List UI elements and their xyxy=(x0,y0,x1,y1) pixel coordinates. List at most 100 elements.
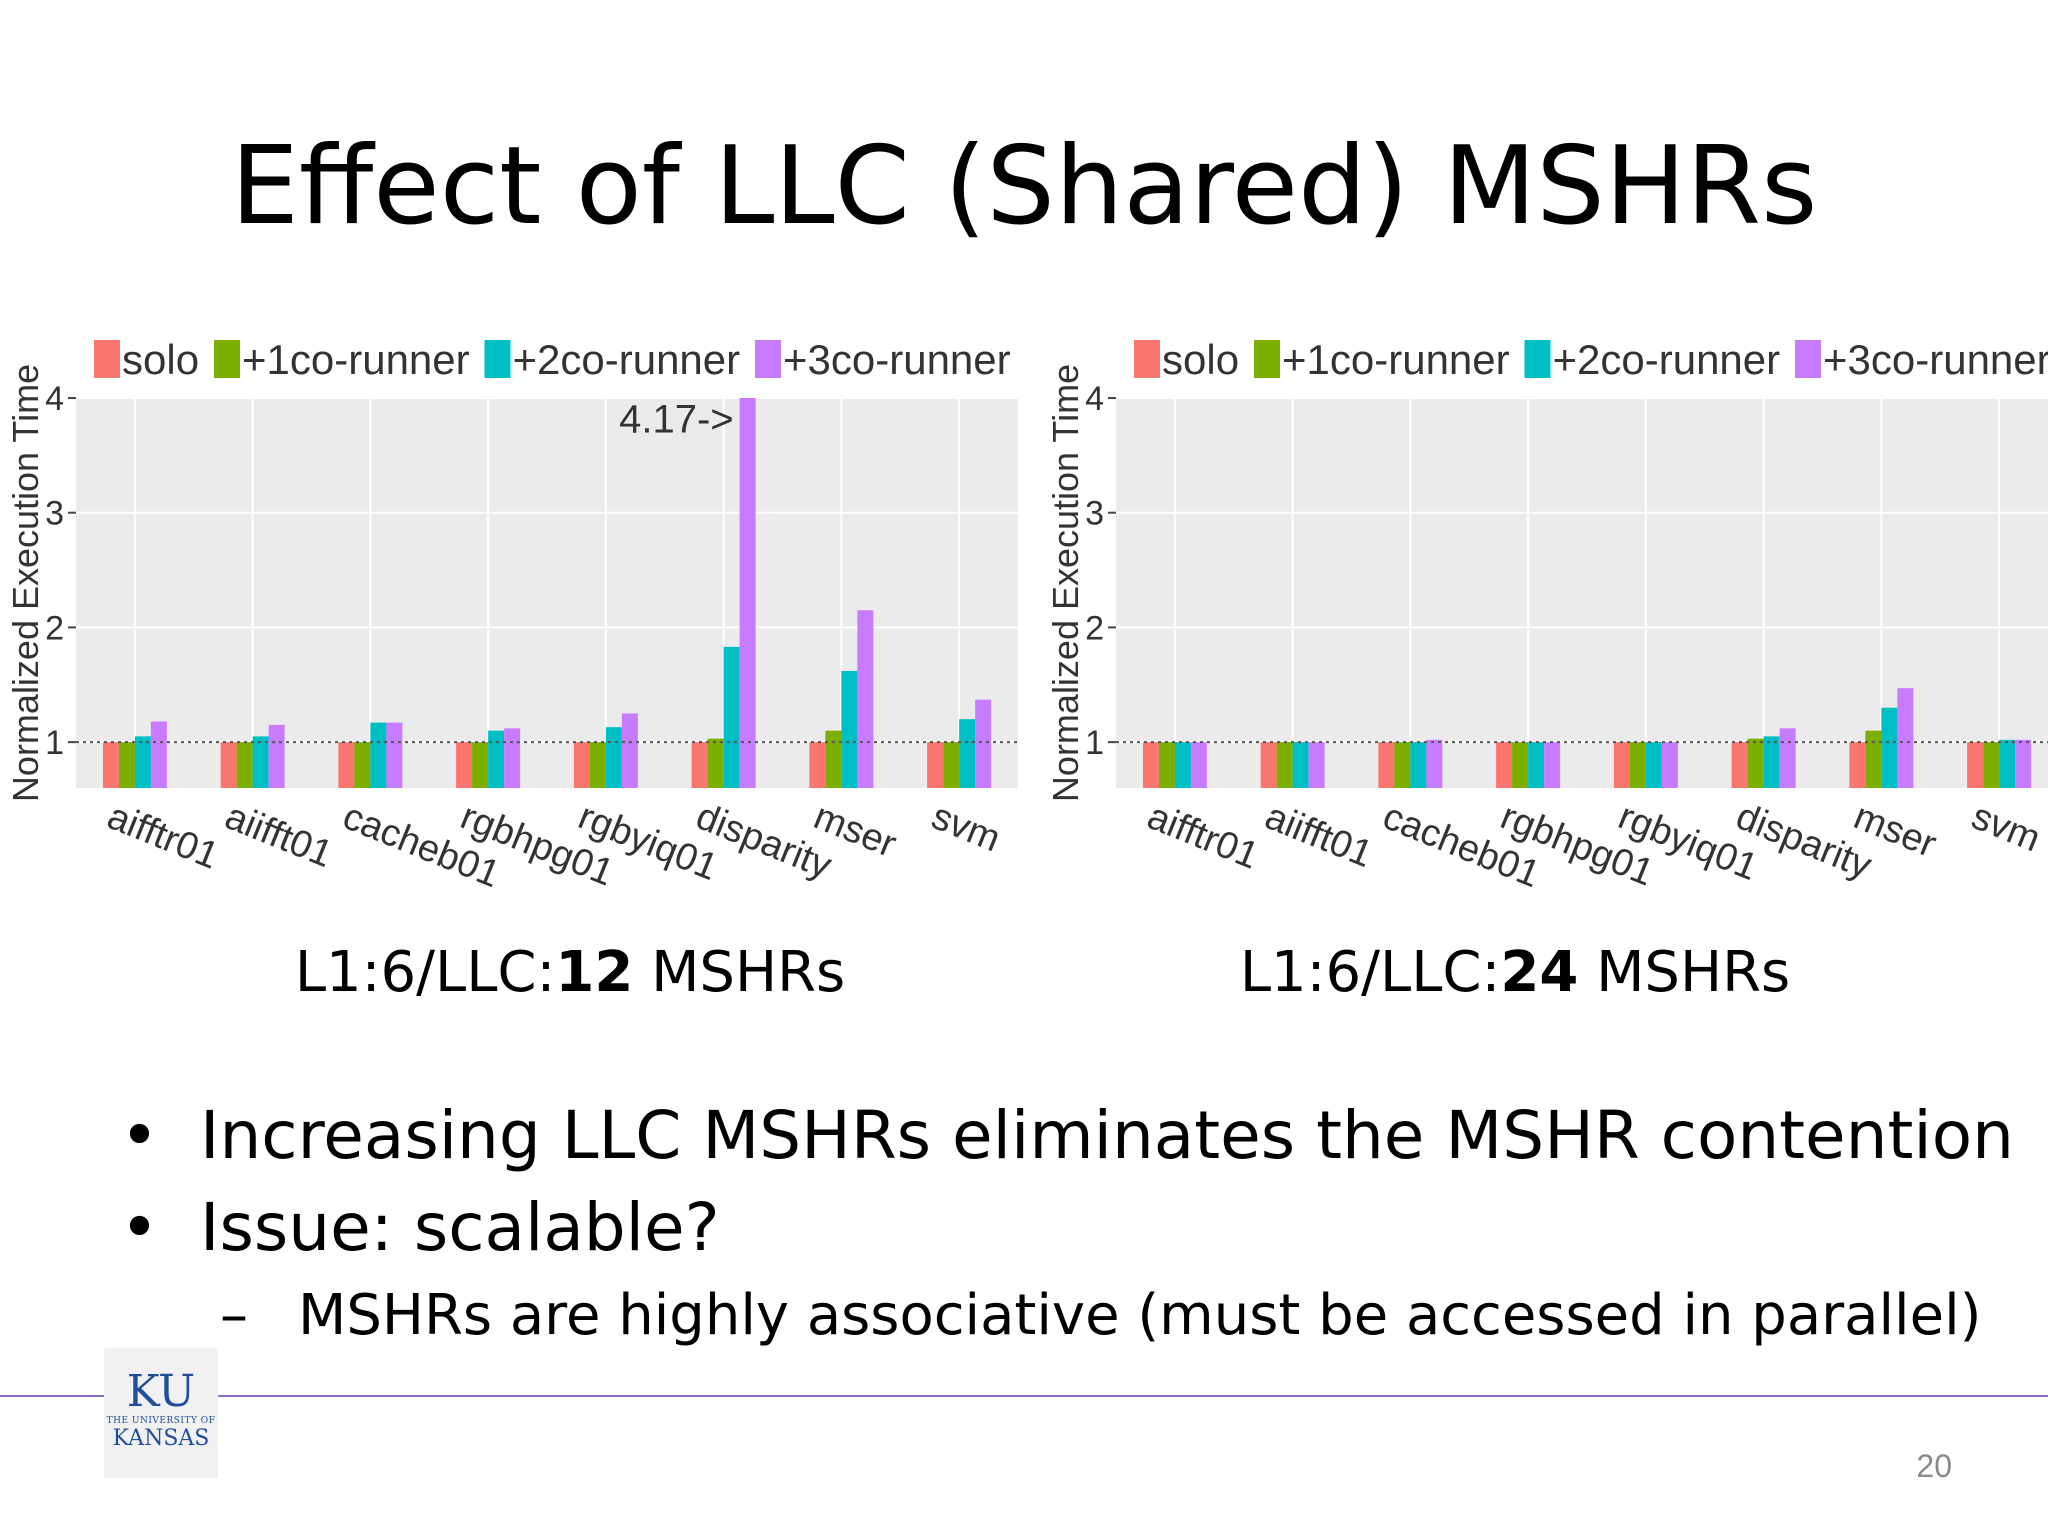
bar--3co-runner xyxy=(1308,742,1325,788)
bar--3co-runner xyxy=(2015,739,2032,788)
bar--1co-runner xyxy=(1983,742,2000,788)
legend-label: solo xyxy=(1162,336,1239,383)
bullet-item: • Issue: scalable? xyxy=(120,1182,2014,1274)
bar-solo xyxy=(220,742,237,788)
bar--3co-runner xyxy=(1190,742,1207,788)
legend-label: +3co-runner xyxy=(783,336,1011,383)
bar--3co-runner xyxy=(1661,742,1678,788)
bar--1co-runner xyxy=(589,742,606,788)
page-number: 20 xyxy=(1916,1448,1952,1484)
bar--1co-runner xyxy=(236,742,253,788)
bullet-text: Increasing LLC MSHRs eliminates the MSHR… xyxy=(200,1097,2014,1174)
bar--2co-runner xyxy=(370,722,387,788)
legend-key xyxy=(214,340,240,378)
y-tick-label: 3 xyxy=(45,495,64,533)
bar--2co-runner xyxy=(605,727,622,788)
legend-key xyxy=(755,340,781,378)
bar--2co-runner xyxy=(252,736,269,788)
bar--1co-runner xyxy=(1629,742,1646,788)
bar--1co-runner xyxy=(1276,742,1293,788)
bar--1co-runner xyxy=(825,730,842,788)
bar--3co-runner xyxy=(150,721,167,788)
legend-key xyxy=(94,340,120,378)
bar--2co-runner xyxy=(1999,739,2016,788)
legend-key xyxy=(484,340,511,378)
legend-label: +2co-runner xyxy=(513,336,741,383)
sub-bullet-item: – MSHRs are highly associative (must be a… xyxy=(120,1274,2014,1358)
legend-key xyxy=(1134,340,1160,378)
bar-solo xyxy=(927,742,944,788)
bar--2co-runner xyxy=(1881,707,1898,788)
x-tick-label: svm xyxy=(926,795,1006,860)
bar-solo xyxy=(1731,742,1748,788)
legend-label: +3co-runner xyxy=(1823,336,2048,383)
legend-label: +1co-runner xyxy=(242,336,470,383)
legend-label: solo xyxy=(122,336,199,383)
legend-key xyxy=(1524,340,1551,378)
y-tick-label: 2 xyxy=(1085,609,1104,647)
bar--1co-runner xyxy=(943,742,960,788)
bar-solo xyxy=(1849,742,1866,788)
caption-left-bold: 12 xyxy=(555,940,634,1005)
bar-solo xyxy=(1142,742,1159,788)
bar--3co-runner xyxy=(1426,739,1443,788)
bullet-text: Issue: scalable? xyxy=(200,1189,720,1266)
bar--3co-runner xyxy=(739,398,756,788)
caption-right-prefix: L1:6/LLC: xyxy=(1239,940,1501,1005)
bar-solo xyxy=(338,742,355,788)
bar--1co-runner xyxy=(707,738,724,788)
y-tick-label: 3 xyxy=(1085,495,1104,533)
bar--3co-runner xyxy=(504,728,521,788)
x-tick-label: aiifft01 xyxy=(1259,795,1378,876)
bar--2co-runner xyxy=(1645,742,1662,788)
bar-solo xyxy=(573,742,590,788)
bar--1co-runner xyxy=(1865,730,1882,788)
bar-annotation: 4.17-> xyxy=(619,397,734,441)
logo-line2: KANSAS xyxy=(112,1426,210,1451)
bar--1co-runner xyxy=(354,742,371,788)
x-tick-label: aiifft01 xyxy=(219,795,338,876)
footer-divider xyxy=(0,1395,2048,1397)
bullet-item: • Increasing LLC MSHRs eliminates the MSH… xyxy=(120,1090,2014,1182)
bar-chart-right: 1234aifftr01aiifft01cacheb01rgbhpg01rgby… xyxy=(1045,336,2048,896)
university-logo: KU THE UNIVERSITY OF KANSAS xyxy=(104,1348,218,1478)
x-tick-label: aifftr01 xyxy=(1142,795,1265,877)
caption-left: L1:6/LLC:12 MSHRs xyxy=(220,940,920,1005)
bar--3co-runner xyxy=(857,610,874,788)
bar--3co-runner xyxy=(1544,742,1561,788)
bar--1co-runner xyxy=(1747,738,1764,788)
bar--1co-runner xyxy=(1512,742,1529,788)
bar--2co-runner xyxy=(134,736,151,788)
y-tick-label: 2 xyxy=(45,609,64,647)
bar--1co-runner xyxy=(1394,742,1411,788)
caption-right-bold: 24 xyxy=(1500,940,1579,1005)
bar--1co-runner xyxy=(472,742,489,788)
legend-label: +2co-runner xyxy=(1553,336,1781,383)
chart-llc-12-mshrs: 1 2 3 4 aifftr01 aiifft01 cacheb01 rgbhpg01 rgby… xyxy=(0,306,1024,916)
bar-solo xyxy=(809,742,826,788)
bar--1co-runner xyxy=(118,742,135,788)
bar--1co-runner xyxy=(1158,742,1175,788)
bar--2co-runner xyxy=(1528,742,1545,788)
x-tick-label: aifftr01 xyxy=(102,795,225,877)
bar--3co-runner xyxy=(1779,728,1796,788)
bar-solo xyxy=(1378,742,1395,788)
y-tick-label: 1 xyxy=(1085,724,1104,762)
sub-bullet-text: MSHRs are highly associative (must be ac… xyxy=(298,1283,1982,1348)
bar--2co-runner xyxy=(1292,742,1309,788)
bar-solo xyxy=(691,742,708,788)
bar--3co-runner xyxy=(268,724,285,788)
caption-left-suffix: MSHRs xyxy=(633,940,846,1005)
bar--3co-runner xyxy=(1897,688,1914,788)
logo-line1: THE UNIVERSITY OF xyxy=(106,1416,216,1426)
logo-mark: KU xyxy=(126,1366,196,1417)
bar--3co-runner xyxy=(386,722,403,788)
bar--2co-runner xyxy=(1174,742,1191,788)
chart-llc-24-mshrs: 1 2 3 4 aifftr01 aiifft01 cacheb01 rgbhpg01 rgby… xyxy=(1040,306,2048,916)
y-tick-label: 4 xyxy=(1085,380,1104,418)
bar--2co-runner xyxy=(1763,736,1780,788)
bar--2co-runner xyxy=(488,730,505,788)
bar-chart-left: 1234aifftr01aiifft01cacheb01rgbhpg01rgby… xyxy=(5,336,1018,896)
y-axis-label: Normalized Execution Time xyxy=(1045,364,1086,802)
bar--3co-runner xyxy=(621,713,638,788)
